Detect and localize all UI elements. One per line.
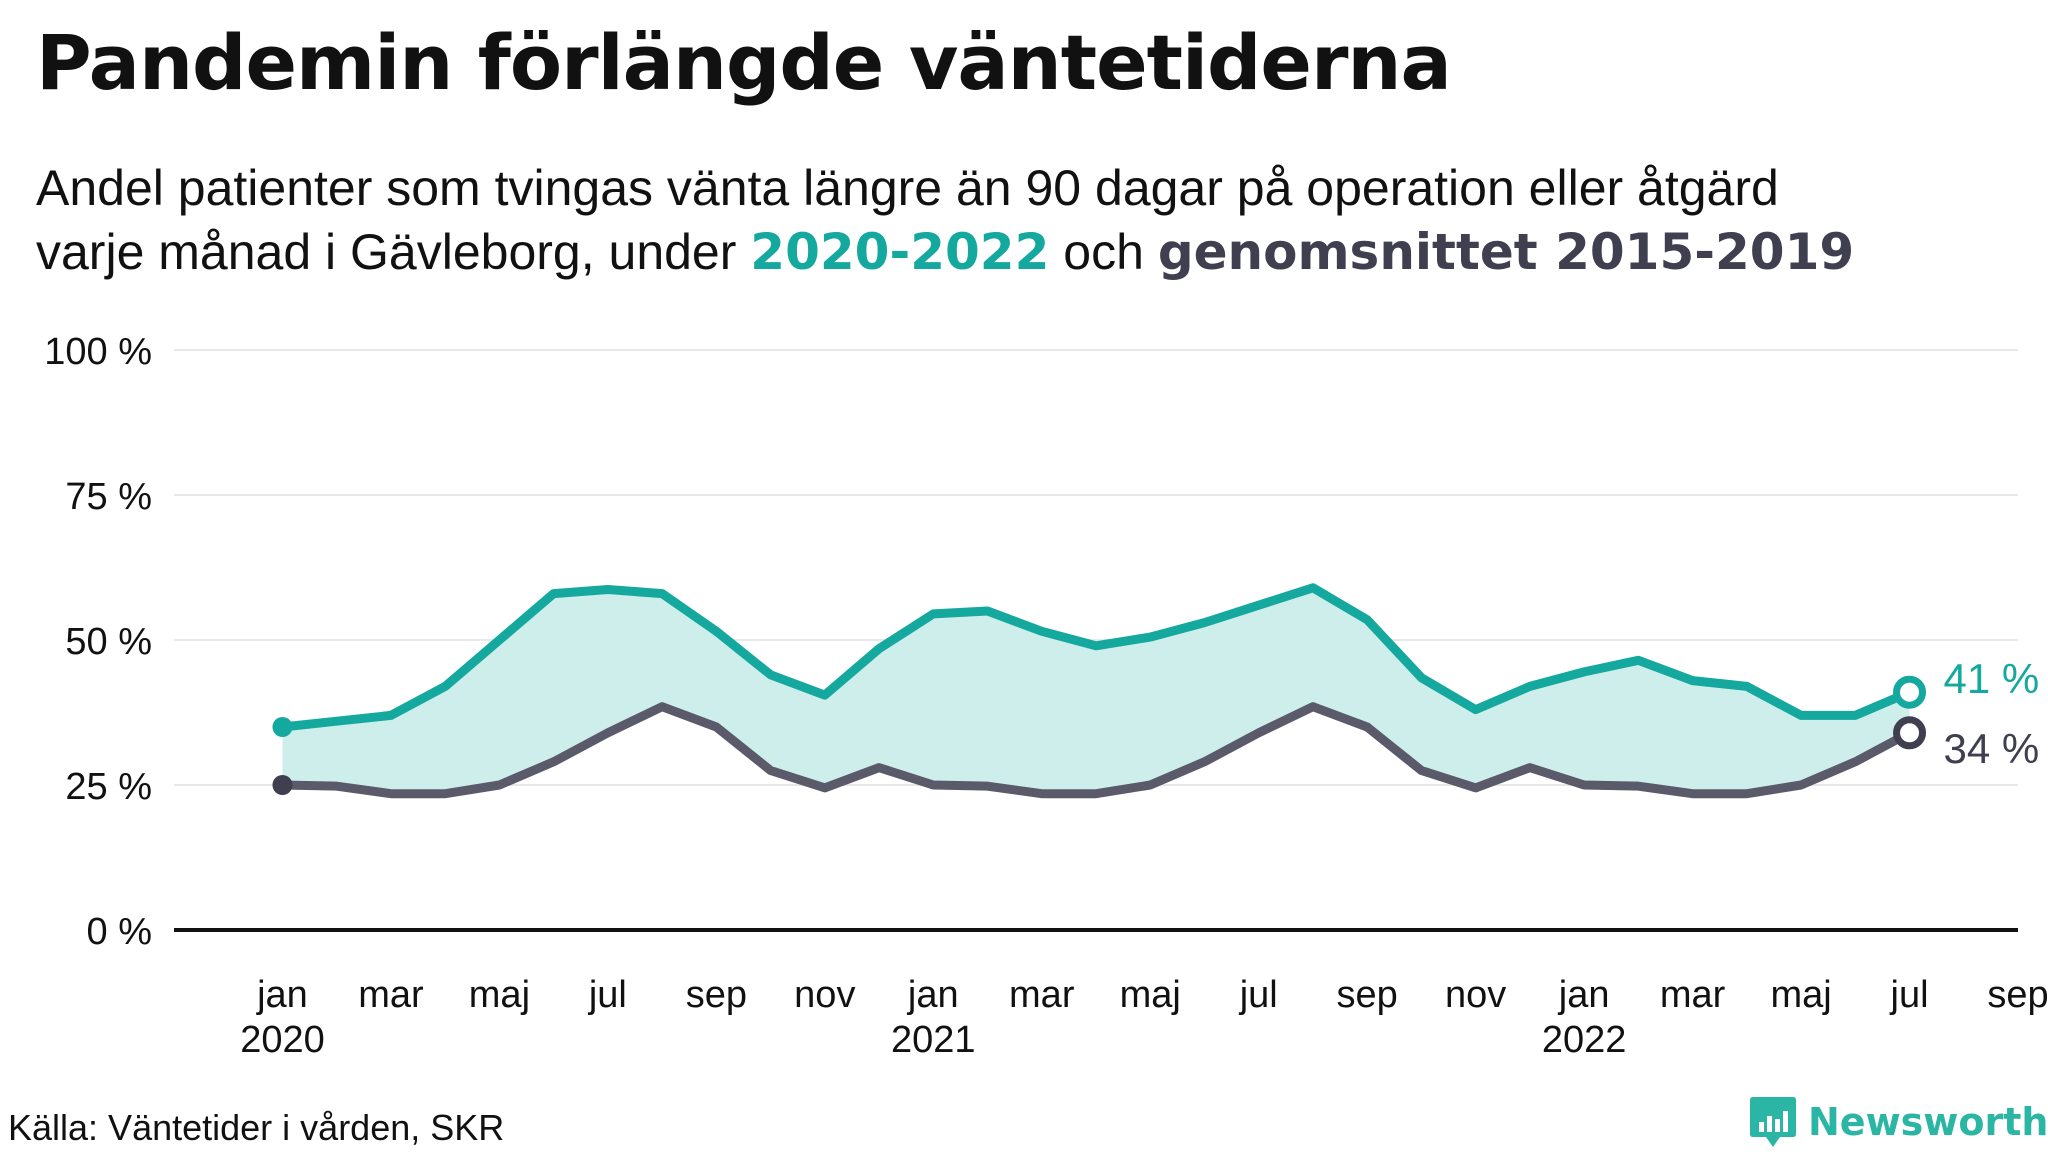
x-tick-month-label: jan [256,974,308,1016]
end-point-2020-2022 [1893,675,1927,709]
y-tick-label: 50 % [65,621,152,663]
series-line-2020-2022 [277,583,1915,732]
subtitle-highlight-2020-2022: 2020-2022 [750,223,1050,281]
x-tick-month-label: jan [907,974,959,1016]
x-tick-month-label: mar [358,974,424,1016]
y-tick-label: 75 % [65,476,152,518]
difference-band [282,587,1910,794]
end-label-2020-2022: 41 % [1944,655,2040,702]
band-area [282,587,1910,794]
x-tick-year-label: 2022 [1542,1019,1627,1061]
subtitle-line-2-prefix: varje månad i Gävleborg, under [36,224,737,280]
end-point-average [1893,716,1927,750]
start-point-2020-2022 [272,717,293,737]
brand-name: Newsworthy [1808,1100,2048,1144]
subtitle-connector: och [1063,224,1144,280]
x-tick-month-label: jul [1239,974,1278,1016]
x-tick-month-label: maj [1770,974,1831,1016]
y-tick-label: 100 % [44,331,152,373]
series-line-average-2015-2019 [277,702,1915,799]
x-tick-month-label: jan [1558,974,1610,1016]
x-tick-month-label: sep [1987,974,2048,1016]
subtitle-highlight-average: genomsnittet 2015-2019 [1157,223,1855,281]
x-tick-year-label: 2021 [891,1019,976,1061]
x-tick-month-label: mar [1660,974,1726,1016]
y-tick-label: 25 % [65,766,152,808]
x-tick-month-label: jul [588,974,627,1016]
x-tick-month-label: sep [1337,974,1398,1016]
y-tick-label: 0 % [87,911,152,953]
x-tick-month-label: nov [1445,974,1506,1016]
subtitle-line-1: Andel patienter som tvingas vänta längre… [36,160,1779,216]
x-tick-month-label: mar [1009,974,1075,1016]
x-tick-month-label: nov [794,974,855,1016]
source-note: Källa: Väntetider i vården, SKR [8,1107,505,1148]
chart-title: Pandemin förlängde väntetiderna [36,18,1452,107]
x-tick-month-label: maj [469,974,530,1016]
x-tick-month-label: sep [686,974,747,1016]
x-tick-month-label: jul [1890,974,1929,1016]
end-labels: 41 % 34 % [1944,655,2040,772]
brand-logo: Newsworthy [1748,1092,2048,1152]
start-point-average [272,775,293,795]
x-tick-month-label: maj [1120,974,1181,1016]
end-label-average: 34 % [1944,725,2040,772]
series-lines [272,583,1927,799]
bar-chart-badge-icon [1750,1097,1796,1147]
chart-subtitle: Andel patienter som tvingas vänta längre… [36,156,2026,284]
x-tick-year-label: 2020 [240,1019,325,1061]
